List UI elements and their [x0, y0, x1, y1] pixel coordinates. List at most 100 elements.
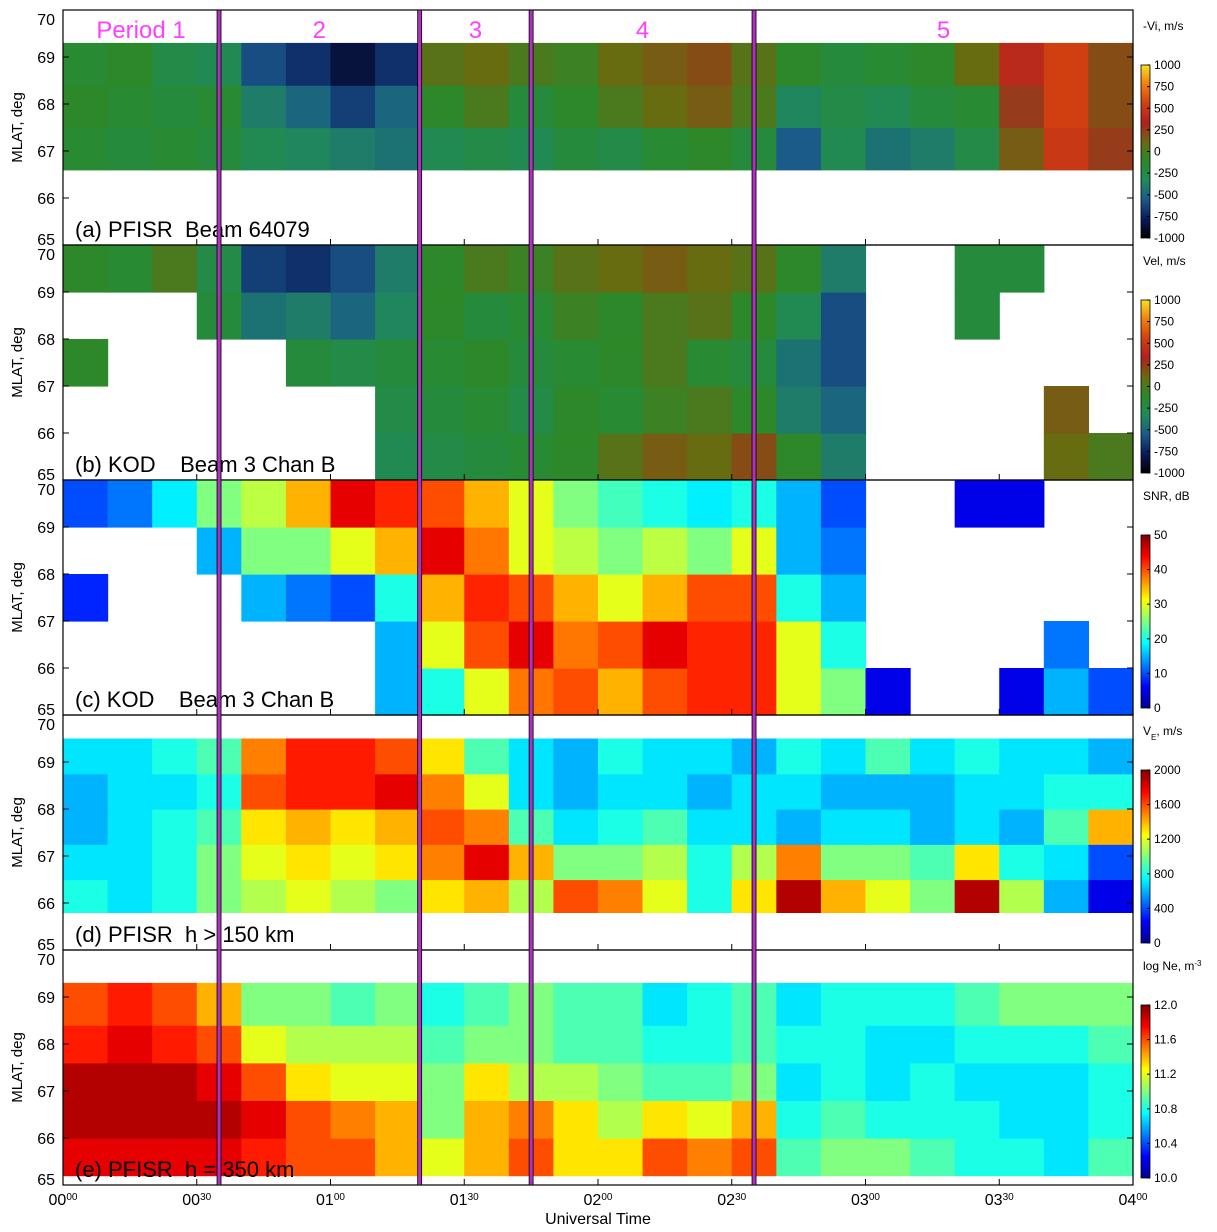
heatmap-cell: [820, 245, 867, 293]
colorbar: [1140, 769, 1151, 944]
heatmap-cell: [598, 844, 644, 881]
heatmap-cell: [820, 85, 867, 129]
period-label: 2: [313, 17, 326, 44]
heatmap-cell: [152, 42, 198, 86]
heatmap-cell: [776, 527, 822, 575]
heatmap-cell: [553, 773, 599, 810]
heatmap-cell: [999, 809, 1045, 845]
x-tick-label: 0330: [985, 1192, 1014, 1210]
y-tick-label: 69: [37, 520, 55, 537]
heatmap-cell: [419, 85, 465, 129]
heatmap-cell: [285, 245, 332, 293]
heatmap-cell: [642, 386, 688, 434]
heatmap-cell: [419, 621, 465, 669]
heatmap-cell: [999, 1138, 1045, 1177]
heatmap-cell: [820, 480, 867, 528]
heatmap-cell: [63, 1100, 109, 1139]
heatmap-cell: [330, 809, 376, 845]
heatmap-cell: [687, 433, 733, 481]
heatmap-cell: [954, 1062, 1000, 1101]
heatmap-cell: [285, 527, 332, 575]
colorbar-tick-label: 1000: [1154, 58, 1181, 72]
heatmap-cell: [464, 245, 510, 293]
heatmap-cell: [419, 879, 465, 913]
heatmap-cell: [285, 773, 332, 810]
heatmap-cell: [375, 85, 421, 129]
heatmap-cell: [464, 386, 510, 434]
heatmap-cell: [375, 621, 421, 669]
panel: 65 66 67 68 69 70 MLAT, deg (b) KOD Beam 3 Chan…: [9, 244, 1186, 484]
heatmap-cell: [553, 738, 599, 775]
colorbar-tick-label: 250: [1154, 358, 1174, 372]
heatmap-cell: [598, 1062, 644, 1101]
heatmap-cell: [107, 1100, 153, 1139]
heatmap-cell: [464, 292, 510, 340]
heatmap-cell: [687, 480, 733, 528]
colorbar-title-part: Vel, m/s: [1143, 254, 1186, 268]
x-tick-hour: 04: [1119, 1192, 1137, 1209]
heatmap-cell: [330, 527, 376, 575]
colorbar-title: Vel, m/s: [1143, 254, 1186, 268]
heatmap-cell: [375, 879, 421, 913]
heatmap-cell: [776, 574, 822, 622]
heatmap-cell: [464, 339, 510, 387]
heatmap-cell: [63, 245, 109, 293]
heatmap-cell: [910, 127, 956, 171]
heatmap-cell: [598, 574, 644, 622]
x-tick-hour: 02: [584, 1192, 602, 1209]
y-tick-label: 65: [37, 937, 55, 954]
heatmap-cell: [865, 668, 911, 716]
colorbar-tick-label: 11.2: [1154, 1067, 1177, 1081]
heatmap-cell: [954, 292, 1000, 340]
heatmap-cell: [687, 1025, 733, 1064]
heatmap-cell: [820, 879, 867, 913]
heatmap-cell: [375, 42, 421, 86]
heatmap-cell: [954, 480, 1000, 528]
heatmap-cell: [776, 809, 822, 845]
heatmap-cell: [954, 809, 1000, 845]
heatmap-cell: [687, 773, 733, 810]
heatmap-cell: [687, 844, 733, 881]
heatmap-cell: [687, 386, 733, 434]
x-axis-label: Universal Time: [545, 1211, 651, 1228]
heatmap-cell: [241, 292, 287, 340]
y-axis-label: MLAT, deg: [9, 327, 26, 398]
heatmap-cell: [419, 982, 465, 1026]
heatmap-cell: [330, 844, 376, 881]
colorbar-title: -Vi, m/s: [1143, 19, 1183, 33]
x-tick-minute: 00: [601, 1192, 613, 1203]
heatmap-cell: [152, 480, 198, 528]
x-tick-minute: 30: [735, 1192, 747, 1203]
heatmap-cell: [553, 127, 599, 171]
heatmap-cell: [687, 879, 733, 913]
heatmap-cell: [776, 773, 822, 810]
heatmap-cell: [1043, 42, 1090, 86]
heatmap-cell: [999, 1062, 1045, 1101]
heatmap-cell: [999, 1100, 1045, 1139]
heatmap-cell: [776, 292, 822, 340]
heatmap-cell: [820, 574, 867, 622]
heatmap-cell: [820, 982, 867, 1026]
heatmap-cell: [152, 773, 198, 810]
heatmap-cell: [375, 1138, 421, 1177]
heatmap-cell: [63, 879, 109, 913]
heatmap-cell: [330, 574, 376, 622]
heatmap-cell: [285, 480, 332, 528]
colorbar-tick-label: 0: [1154, 145, 1161, 159]
heatmap-cell: [687, 1100, 733, 1139]
heatmap-cell: [241, 982, 287, 1026]
heatmap-cell: [776, 480, 822, 528]
heatmap-cell: [419, 127, 465, 171]
period-boundary: [216, 9, 222, 1186]
colorbar-tick-label: 800: [1154, 867, 1174, 881]
heatmap-cell: [152, 1062, 198, 1101]
heatmap-cell: [419, 339, 465, 387]
heatmap-cell: [1088, 433, 1134, 481]
heatmap-cell: [553, 879, 599, 913]
colorbar-tick-label: 10.8: [1154, 1102, 1178, 1116]
heatmap-cell: [954, 1025, 1000, 1064]
heatmap-cell: [419, 773, 465, 810]
heatmap-cell: [1088, 773, 1134, 810]
heatmap-cell: [865, 1062, 911, 1101]
heatmap-cell: [107, 42, 153, 86]
